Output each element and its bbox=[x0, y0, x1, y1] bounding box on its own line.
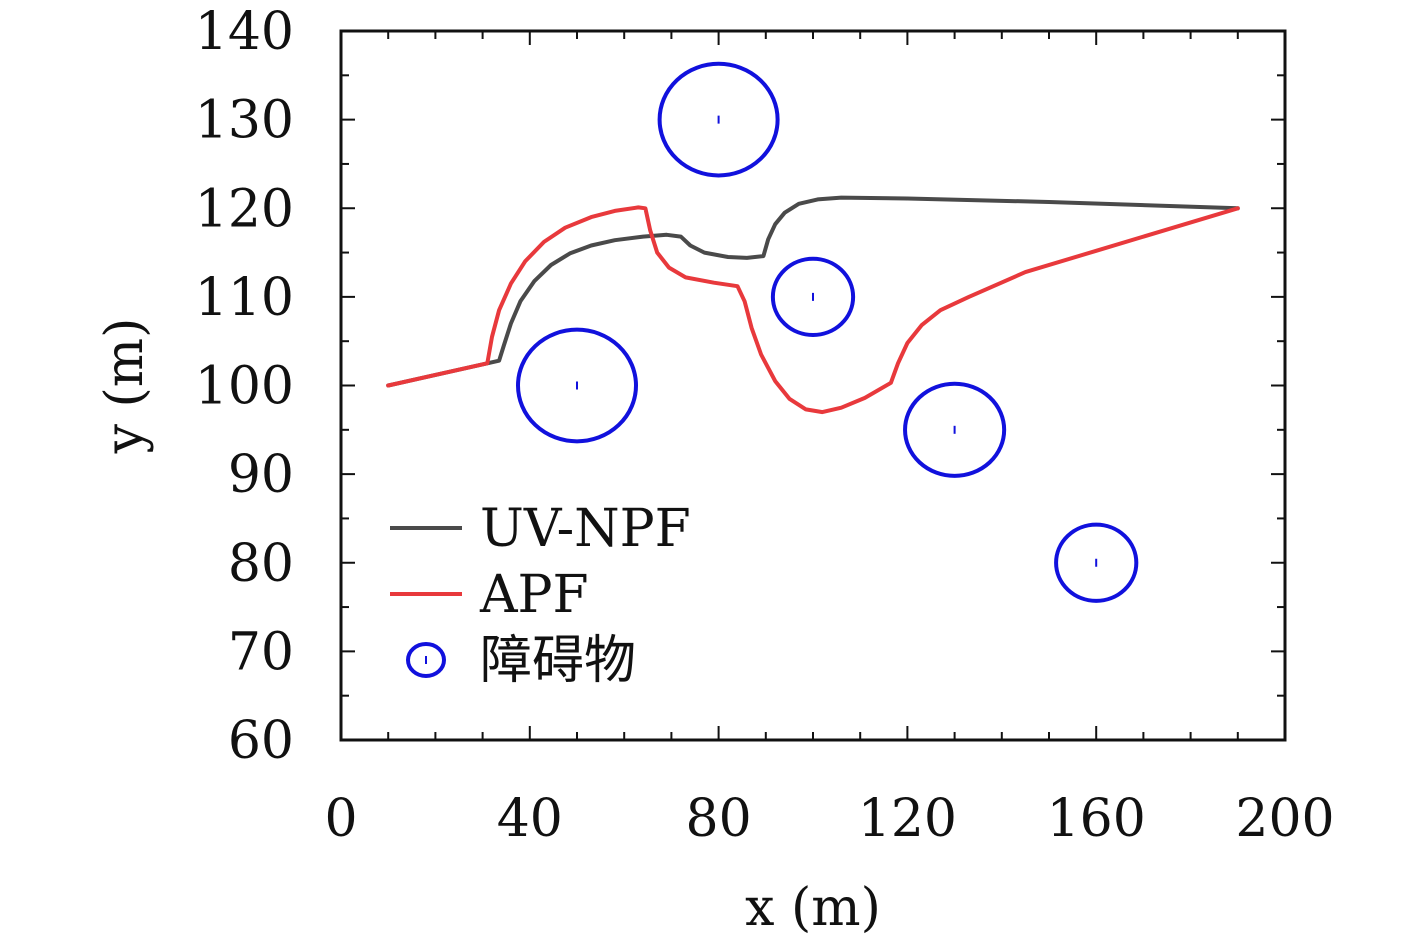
series-line-apf bbox=[386, 205, 1240, 415]
obstacle-circle-4 bbox=[903, 381, 1007, 478]
x-tick-label: 40 bbox=[497, 789, 563, 849]
legend-label-uv-npf: UV-NPF bbox=[480, 499, 691, 559]
obstacle-circle-2 bbox=[657, 61, 780, 178]
obstacle-circle-3 bbox=[770, 256, 856, 337]
x-tick-label: 120 bbox=[858, 789, 957, 849]
x-tick-label: 200 bbox=[1235, 789, 1334, 849]
y-tick-label: 130 bbox=[195, 91, 294, 151]
y-tick-label: 110 bbox=[195, 268, 294, 328]
y-tick-label: 100 bbox=[195, 357, 294, 417]
legend-label-apf: APF bbox=[479, 565, 589, 625]
plot-area bbox=[386, 61, 1240, 603]
obstacle-circle-5 bbox=[1054, 522, 1139, 603]
legend-swatch-obstacle bbox=[406, 642, 446, 678]
series-line-uv-npf bbox=[386, 195, 1240, 388]
axes: 0 40 80 120 160 200 60 70 80 90 100 110 120 130 140 x (… bbox=[95, 2, 1335, 938]
x-tick-label: 0 bbox=[324, 789, 357, 849]
y-tick-label: 140 bbox=[195, 2, 294, 62]
obstacle-circle-1 bbox=[516, 327, 638, 444]
y-tick-label: 120 bbox=[195, 179, 294, 239]
legend-label-obstacle: 障碍物 bbox=[480, 631, 636, 691]
x-tick-label: 80 bbox=[686, 789, 752, 849]
x-tick-label: 160 bbox=[1047, 789, 1146, 849]
y-tick-label: 80 bbox=[228, 534, 294, 594]
y-tick-label: 90 bbox=[228, 445, 294, 505]
y-tick-label: 60 bbox=[228, 711, 294, 771]
y-axis-title: y (m) bbox=[95, 318, 155, 455]
x-axis-title: x (m) bbox=[745, 878, 881, 938]
y-tick-label: 70 bbox=[228, 622, 294, 682]
